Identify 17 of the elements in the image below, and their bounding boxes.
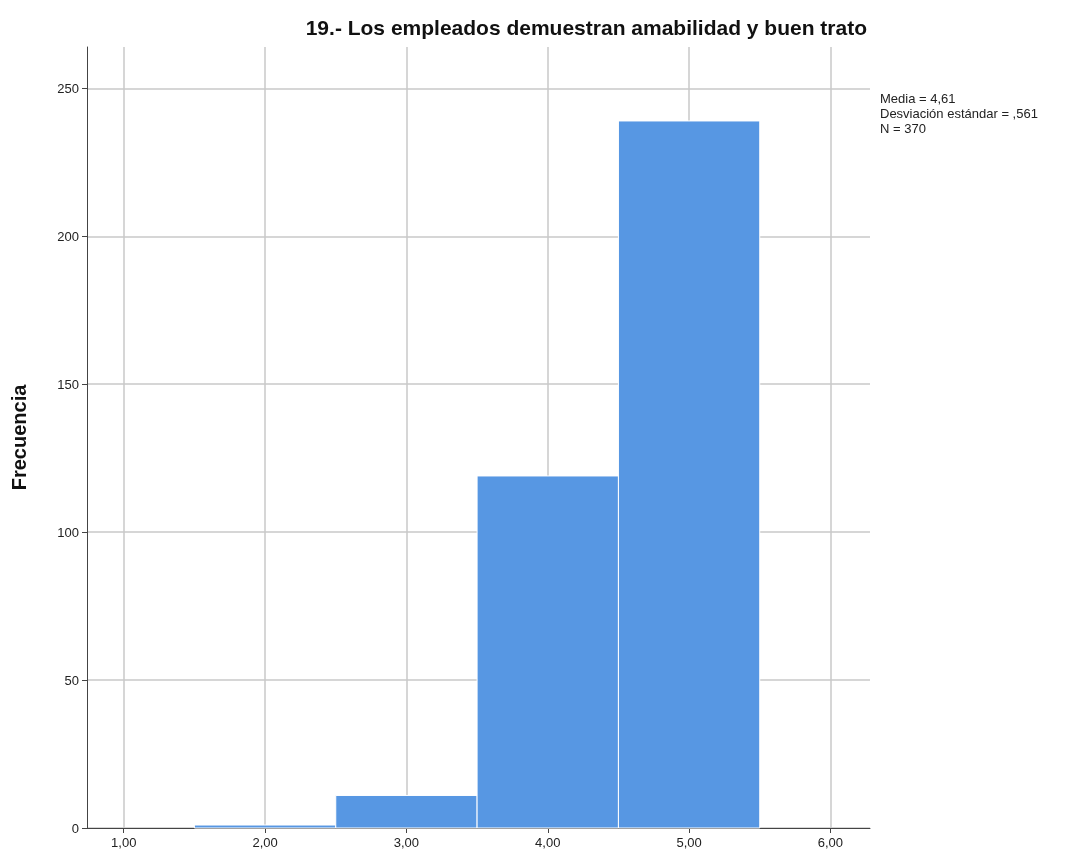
y-tick-label: 250: [57, 80, 79, 96]
y-tick-label: 150: [57, 376, 79, 392]
x-tick-label: 1,00: [111, 835, 137, 850]
text: N = 370: [880, 121, 926, 136]
y-tick-label: 50: [64, 672, 79, 688]
y-tick-label: 200: [57, 228, 79, 244]
x-tick-label: 3,00: [393, 835, 420, 850]
text: Media = 4,61: [880, 91, 956, 106]
x-tick-label: 2,00: [252, 835, 278, 850]
x-tick-label: 6,00: [817, 835, 844, 850]
x-tick-label: 5,00: [676, 835, 702, 850]
y-tick-label: 0: [71, 820, 79, 836]
x-tick-label: 4,00: [535, 835, 561, 850]
chart-title: 19.- Los empleados demuestran amabilidad y buen trato: [305, 16, 867, 39]
y-tick-label: 100: [57, 524, 79, 540]
y-axis-title: Frecuencia: [8, 383, 30, 491]
text: Desviación estándar = ,561: [880, 106, 1038, 121]
